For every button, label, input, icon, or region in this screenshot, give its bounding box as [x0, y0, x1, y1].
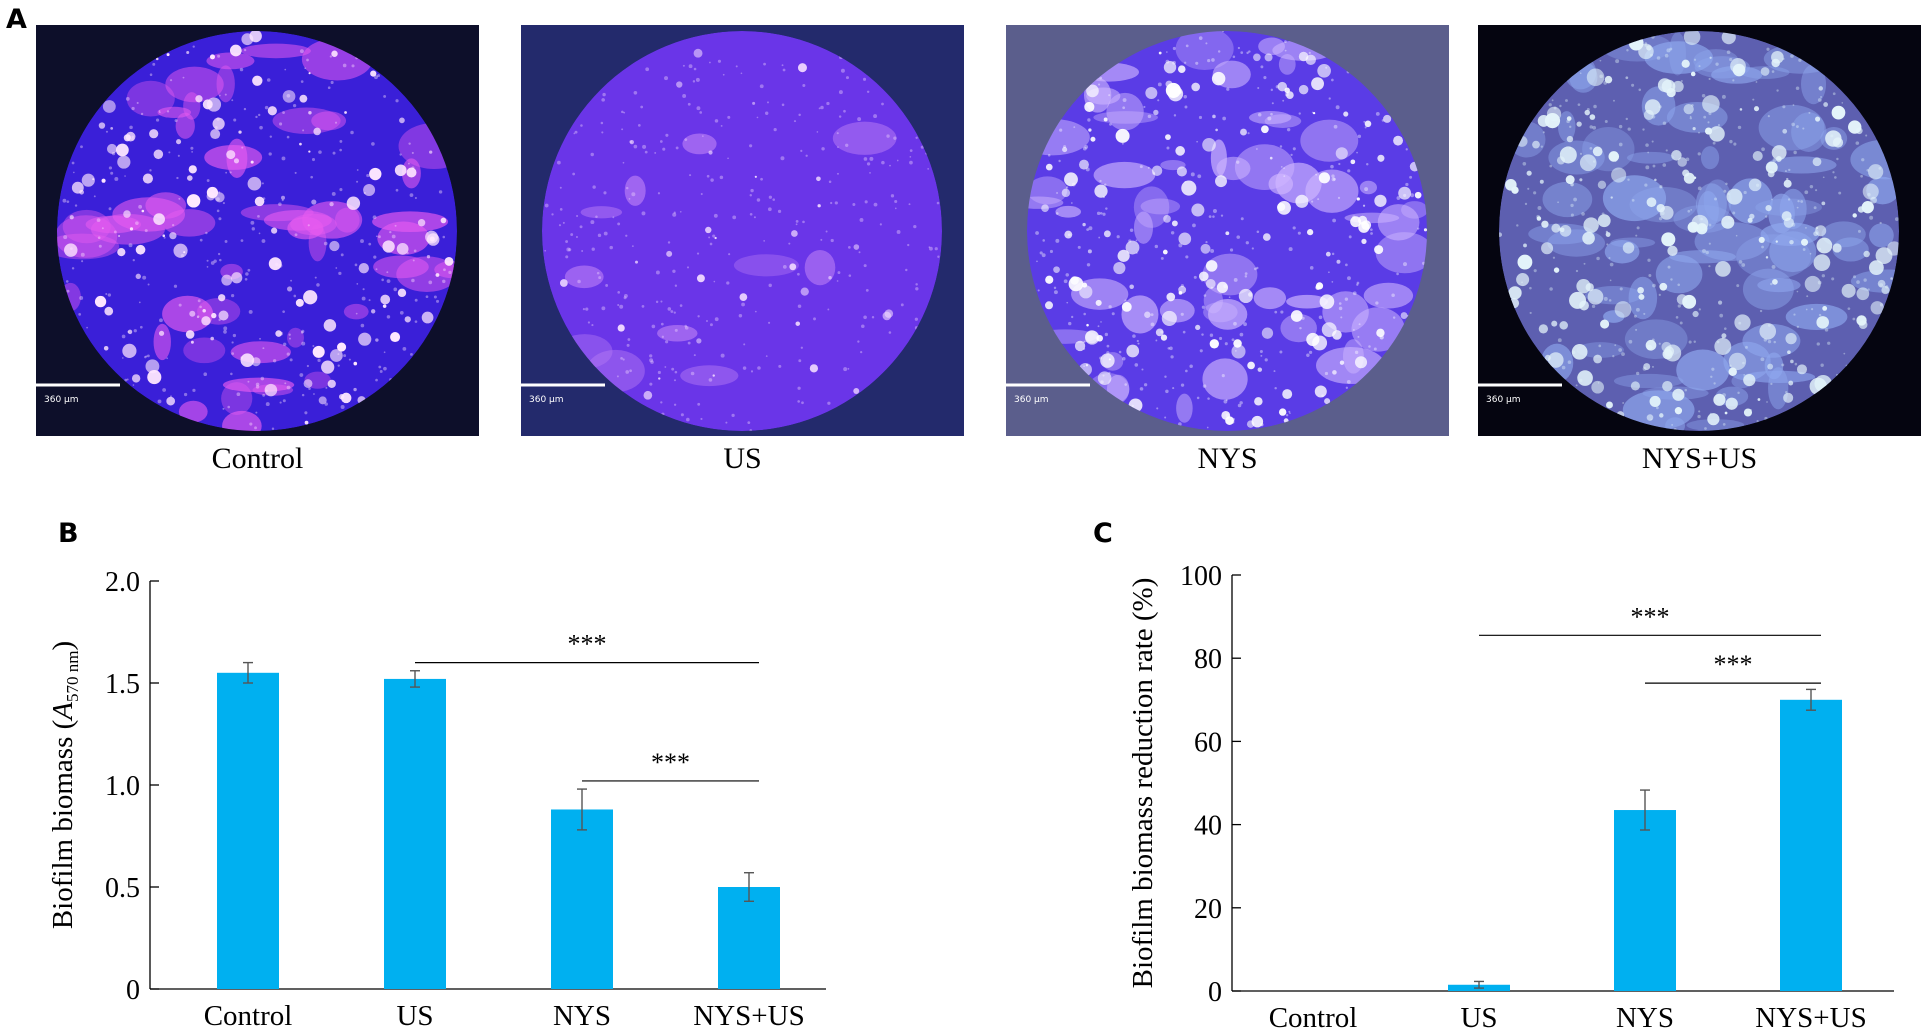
micrograph-us: 360 µm — [521, 25, 964, 436]
micrograph-label-us: US — [723, 442, 762, 475]
error-bar — [1474, 980, 1484, 989]
panel-letter-a: A — [6, 4, 27, 35]
y-tick-label: 1.5 — [105, 669, 140, 700]
error-bar — [243, 661, 253, 684]
significance-label: *** — [568, 630, 607, 659]
micrograph-nys: 360 µm — [1006, 25, 1449, 436]
panel-letter-b: B — [58, 518, 79, 549]
scale-bar-label: 360 µm — [1486, 395, 1521, 405]
y-axis-label: Biofilm biomass reduction rate (%) — [1127, 578, 1159, 989]
y-tick-label: 2.0 — [105, 567, 140, 598]
x-tick-label: NYS — [1616, 1002, 1674, 1032]
x-tick-label: US — [396, 1000, 433, 1032]
y-tick-label: 0.5 — [105, 873, 140, 904]
bar-control — [217, 672, 279, 989]
x-tick-label: NYS — [553, 1000, 611, 1032]
y-tick-label: 20 — [1194, 894, 1222, 925]
x-tick-label: NYS+US — [1755, 1002, 1866, 1032]
bar-us — [384, 678, 446, 989]
scale-bar-label: 360 µm — [529, 395, 564, 405]
x-tick-label: NYS+US — [693, 1000, 804, 1032]
bar-nys-us — [1780, 699, 1842, 991]
scale-bar-label: 360 µm — [1014, 395, 1049, 405]
y-tick-label: 100 — [1180, 561, 1222, 592]
micrograph-control: 360 µm — [36, 25, 479, 436]
bar-us — [1448, 984, 1510, 991]
scale-bar-label: 360 µm — [44, 395, 79, 405]
bar-nys — [1614, 810, 1676, 991]
micrograph-label-nys: NYS — [1197, 442, 1258, 475]
y-tick-label: 0 — [1208, 977, 1222, 1008]
significance-label: *** — [651, 748, 690, 777]
y-axis-label: Biofilm biomass (A570 nm) — [47, 641, 82, 929]
x-tick-label: Control — [204, 1000, 293, 1032]
panel-letter-c: C — [1093, 518, 1113, 549]
y-tick-label: 0 — [126, 975, 140, 1006]
significance-label: *** — [1631, 602, 1670, 631]
significance-label: *** — [1714, 650, 1753, 679]
micrograph-label-control: Control — [211, 442, 304, 475]
bar-nys-us — [718, 887, 780, 989]
error-bar — [744, 872, 754, 902]
x-tick-label: Control — [1269, 1002, 1358, 1032]
y-tick-label: 40 — [1194, 811, 1222, 842]
micrograph-label-nys-us: NYS+US — [1641, 442, 1758, 475]
micrograph-nys-us: 360 µm — [1478, 25, 1921, 436]
error-bar — [1806, 688, 1816, 711]
error-bar — [410, 670, 420, 688]
y-tick-label: 80 — [1194, 644, 1222, 675]
y-tick-label: 60 — [1194, 727, 1222, 758]
bar-nys — [551, 809, 613, 989]
x-tick-label: US — [1460, 1002, 1497, 1032]
error-bar — [577, 788, 587, 831]
error-bar — [1640, 789, 1650, 831]
y-tick-label: 1.0 — [105, 771, 140, 802]
